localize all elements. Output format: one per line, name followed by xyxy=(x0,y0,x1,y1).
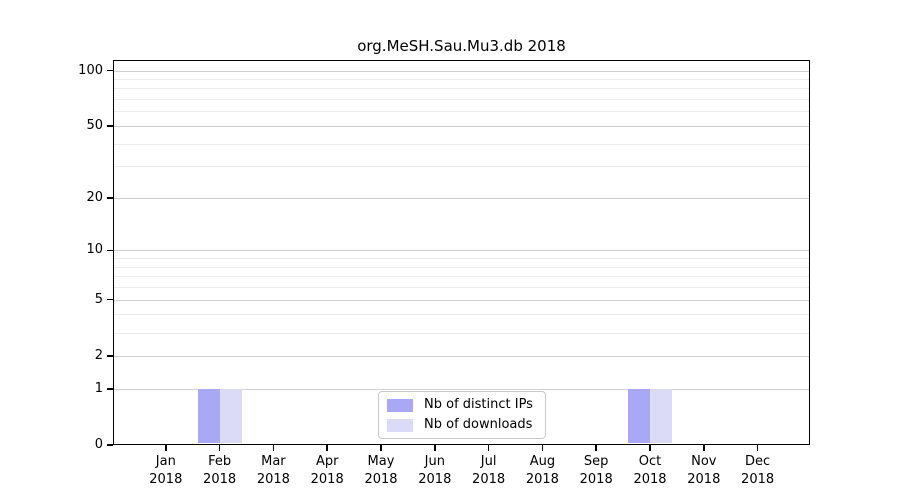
y-tick-mark-10 xyxy=(107,249,113,252)
y-gridline-minor-30 xyxy=(113,166,810,168)
legend-swatch-distinct-ips-icon xyxy=(387,398,413,412)
y-gridline-minor-6 xyxy=(113,287,810,289)
x-tick-mark-oct xyxy=(649,445,651,451)
y-tick-label-1: 1 xyxy=(94,380,103,396)
x-tick-mark-dec xyxy=(756,445,759,451)
bar-distinct-ips-oct xyxy=(628,388,650,444)
y-gridline-5 xyxy=(113,299,810,301)
x-tick-label-apr: Apr 2018 xyxy=(310,454,344,487)
x-tick-label-nov: Nov 2018 xyxy=(687,454,721,487)
y-tick-mark-50 xyxy=(107,125,113,127)
x-tick-label-jun: Jun 2018 xyxy=(418,454,452,487)
x-tick-label-dec: Dec 2018 xyxy=(741,454,775,487)
x-tick-label-feb: Feb 2018 xyxy=(203,454,237,487)
y-tick-mark-20 xyxy=(107,197,113,199)
y-tick-label-100: 100 xyxy=(78,62,103,78)
y-gridline-minor-40 xyxy=(113,143,810,145)
y-gridline-minor-3 xyxy=(113,332,810,334)
y-tick-mark-0 xyxy=(107,444,113,446)
x-tick-mark-jul xyxy=(487,445,490,451)
y-gridline-minor-9 xyxy=(113,258,810,260)
y-tick-mark-1 xyxy=(107,388,113,390)
x-tick-label-sep: Sep 2018 xyxy=(579,454,613,487)
y-tick-label-5: 5 xyxy=(94,291,103,307)
bar-distinct-ips-feb xyxy=(197,388,220,444)
y-gridline-10 xyxy=(113,250,810,252)
plot-frame xyxy=(113,60,810,445)
x-tick-mark-feb xyxy=(218,445,221,451)
y-gridline-20 xyxy=(113,197,810,199)
x-tick-mark-mar xyxy=(272,445,275,451)
x-tick-label-aug: Aug 2018 xyxy=(525,454,559,487)
legend-item-downloads: Nb of downloads xyxy=(387,417,533,433)
y-gridline-minor-7 xyxy=(113,276,810,278)
x-tick-label-oct: Oct 2018 xyxy=(633,454,667,487)
y-tick-mark-2 xyxy=(107,355,113,357)
x-tick-label-jul: Jul 2018 xyxy=(472,454,506,487)
legend-item-distinct-ips: Nb of distinct IPs xyxy=(387,397,533,413)
y-gridline-minor-8 xyxy=(113,266,810,268)
y-gridline-50 xyxy=(113,125,810,127)
y-tick-label-10: 10 xyxy=(86,242,103,258)
y-gridline-minor-90 xyxy=(113,78,810,80)
x-tick-mark-jun xyxy=(434,445,436,451)
y-gridline-100 xyxy=(113,70,810,72)
y-gridline-minor-4 xyxy=(113,314,810,316)
bar-downloads-feb xyxy=(219,388,242,444)
y-tick-label-20: 20 xyxy=(86,189,103,205)
x-tick-mark-aug xyxy=(541,445,544,451)
y-gridline-minor-60 xyxy=(113,111,810,113)
legend-label-distinct-ips: Nb of distinct IPs xyxy=(424,397,533,412)
y-tick-label-2: 2 xyxy=(94,347,103,363)
legend: Nb of distinct IPs Nb of downloads xyxy=(378,391,546,439)
x-tick-mark-jan xyxy=(165,445,167,451)
y-tick-label-0: 0 xyxy=(94,437,103,452)
y-gridline-1 xyxy=(113,388,810,390)
x-tick-mark-sep xyxy=(595,445,597,451)
x-tick-label-mar: Mar 2018 xyxy=(256,454,290,487)
x-tick-label-may: May 2018 xyxy=(364,454,398,487)
y-tick-label-50: 50 xyxy=(86,117,103,133)
y-tick-mark-100 xyxy=(107,69,113,72)
chart-title: org.MeSH.Sau.Mu3.db 2018 xyxy=(357,37,566,55)
legend-label-downloads: Nb of downloads xyxy=(424,417,533,432)
y-gridline-minor-70 xyxy=(113,99,810,101)
x-tick-mark-nov xyxy=(703,445,705,451)
bar-downloads-oct xyxy=(650,388,672,444)
x-tick-mark-may xyxy=(380,445,382,451)
legend-swatch-downloads-icon xyxy=(387,418,413,432)
x-tick-mark-apr xyxy=(326,445,328,451)
y-gridline-2 xyxy=(113,355,810,357)
y-gridline-minor-80 xyxy=(113,88,810,90)
y-tick-mark-5 xyxy=(107,298,113,301)
x-tick-label-jan: Jan 2018 xyxy=(149,454,183,487)
